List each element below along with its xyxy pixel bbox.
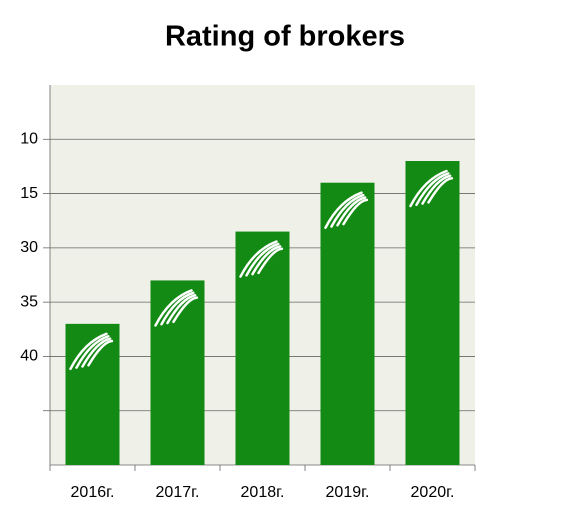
logo-stripe — [172, 296, 199, 324]
x-tick-label: 2020г. — [411, 484, 455, 501]
logo-stripe — [251, 245, 282, 276]
y-tick-label: 40 — [20, 348, 38, 365]
logo-stripe — [342, 198, 369, 226]
x-tick-label: 2017г. — [156, 484, 200, 501]
bar — [405, 161, 460, 465]
logo-stripe — [336, 196, 367, 227]
logo-stripe — [81, 337, 112, 368]
chart-title: Rating of brokers — [165, 21, 405, 53]
logo-stripe — [257, 247, 284, 275]
logo-stripe — [409, 169, 448, 208]
logo-stripe — [415, 172, 450, 207]
y-tick-label: 15 — [20, 185, 38, 202]
logo-stripe — [154, 289, 193, 327]
x-tick-label: 2016г. — [71, 484, 115, 501]
logo-stripe — [421, 174, 452, 205]
logo-stripe — [239, 240, 278, 278]
bar — [320, 182, 375, 465]
y-tick-label: 10 — [20, 131, 38, 148]
logo-stripe — [160, 291, 195, 326]
x-tick-label: 2019г. — [326, 484, 370, 501]
logo-stripe — [87, 339, 114, 367]
logo-stripe — [69, 332, 108, 371]
y-tick-label: 35 — [20, 293, 38, 310]
x-tick-label: 2018г. — [241, 484, 285, 501]
logo-stripe — [427, 176, 454, 204]
y-tick-label: 30 — [20, 239, 38, 256]
bar — [150, 280, 205, 465]
logo-stripe — [166, 293, 197, 325]
logo-stripe — [330, 193, 365, 228]
logo-stripe — [324, 191, 363, 229]
logo-stripe — [245, 242, 280, 277]
logo-stripe — [75, 335, 110, 369]
